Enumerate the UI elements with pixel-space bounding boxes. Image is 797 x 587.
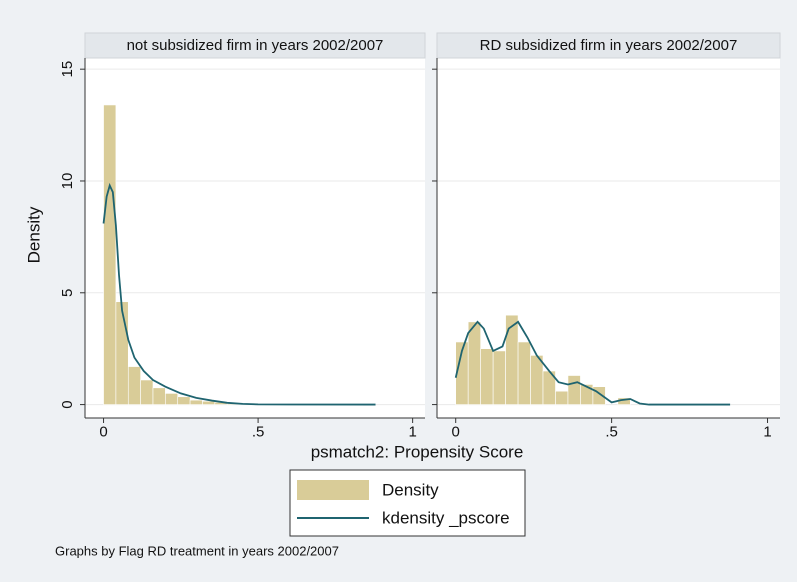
histogram-bar <box>202 401 214 404</box>
x-tick-label: 0 <box>99 423 107 440</box>
histogram-bar <box>555 391 567 404</box>
y-tick-label: 0 <box>59 400 76 408</box>
y-tick-label: 10 <box>59 173 76 190</box>
note: Graphs by Flag RD treatment in years 200… <box>55 543 339 558</box>
histogram-bar <box>116 302 128 405</box>
legend-swatch <box>297 480 369 500</box>
histogram-bar <box>153 388 165 405</box>
x-tick-label: 0 <box>452 423 460 440</box>
x-tick-label: 1 <box>763 423 771 440</box>
y-axis-title: Density <box>24 206 43 263</box>
legend-label: Density <box>382 480 439 499</box>
x-tick-label: 1 <box>408 423 416 440</box>
histogram-bar <box>165 393 177 404</box>
histogram-bar <box>531 355 543 404</box>
panel-title: RD subsidized firm in years 2002/2007 <box>480 37 738 54</box>
histogram-bar <box>178 397 190 405</box>
histogram-bar <box>506 315 518 404</box>
histogram-bar <box>481 349 493 405</box>
histogram-bar <box>468 322 480 405</box>
panel-title: not subsidized firm in years 2002/2007 <box>127 37 384 54</box>
histogram-bar <box>141 380 153 405</box>
y-tick-label: 15 <box>59 61 76 78</box>
histogram-bar <box>190 400 202 404</box>
legend-label: kdensity _pscore <box>382 508 510 527</box>
histogram-bar <box>128 367 140 405</box>
histogram-bar <box>104 105 116 405</box>
y-tick-label: 5 <box>59 289 76 297</box>
histogram-bar <box>518 342 530 405</box>
x-tick-label: .5 <box>252 423 265 440</box>
histogram-bar <box>568 376 580 405</box>
plot-area <box>85 58 425 418</box>
x-tick-label: .5 <box>605 423 618 440</box>
histogram-bar <box>493 351 505 405</box>
x-axis-title: psmatch2: Propensity Score <box>311 442 524 461</box>
